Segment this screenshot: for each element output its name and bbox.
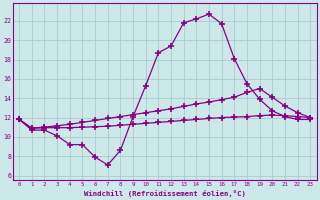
X-axis label: Windchill (Refroidissement éolien,°C): Windchill (Refroidissement éolien,°C) bbox=[84, 190, 246, 197]
